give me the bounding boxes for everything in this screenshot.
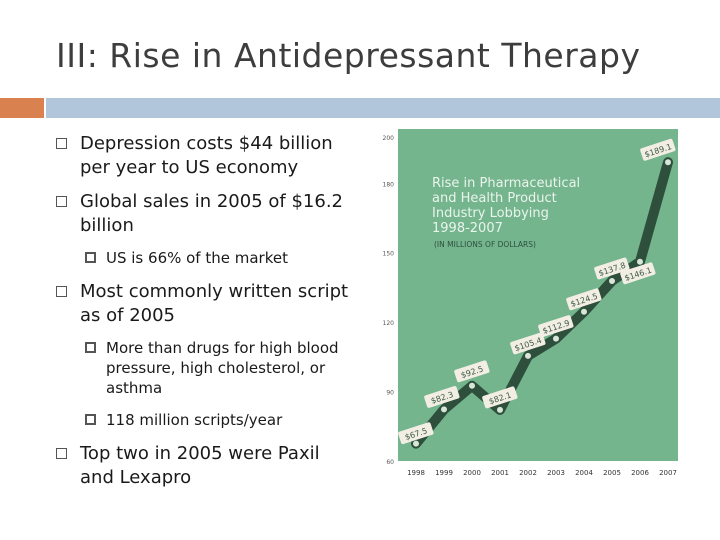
bullet-list: Depression costs $44 billion per year to…	[56, 132, 356, 500]
y-tick-label: 150	[383, 251, 395, 258]
x-tick-label: 1998	[407, 469, 425, 477]
bullet-box-icon	[56, 448, 67, 459]
data-label-tag	[482, 386, 518, 409]
sub-bullet-item: US is 66% of the market	[56, 248, 356, 268]
x-tick-label: 1999	[435, 469, 453, 477]
accent-bar-orange	[0, 98, 44, 118]
x-tick-label: 2006	[631, 469, 649, 477]
x-tick-label: 2007	[659, 469, 677, 477]
data-label-tag	[566, 288, 602, 311]
sub-bullet-box-icon	[85, 252, 96, 263]
bullet-text: Most commonly written script as of 2005	[80, 281, 349, 326]
data-label-tag	[538, 315, 574, 338]
chart-title-line-1: Rise in Pharmaceutical	[432, 176, 580, 191]
y-tick-label: 90	[386, 390, 394, 397]
data-point	[609, 277, 615, 284]
x-tick-label: 2005	[603, 469, 621, 477]
sub-bullet-text: More than drugs for high blood pressure,…	[106, 339, 339, 397]
data-point	[525, 352, 531, 359]
bullet-item: Top two in 2005 were Paxil and Lexapro	[56, 442, 356, 490]
data-point	[441, 406, 447, 413]
data-label-tag	[594, 257, 630, 280]
x-tick-label: 2000	[463, 469, 481, 477]
data-label-tag	[398, 422, 434, 445]
bullet-text: Global sales in 2005 of $16.2 billion	[80, 191, 343, 236]
y-tick-label: 180	[383, 181, 395, 188]
sub-bullet-text: US is 66% of the market	[106, 249, 288, 267]
accent-bar-blue	[46, 98, 720, 118]
chart-title-line-4: 1998-2007	[432, 221, 503, 236]
x-tick-label: 2001	[491, 469, 509, 477]
bullet-item: Global sales in 2005 of $16.2 billion	[56, 190, 356, 238]
chart-svg: 60 90 120 150 180 200 1998 1999 2000 2001 2002 200…	[383, 129, 678, 477]
lobbying-chart: 60 90 120 150 180 200 1998 1999 2000 2001 2002 200…	[376, 129, 686, 483]
y-tick-label: 60	[386, 459, 394, 466]
data-label-tag	[640, 138, 676, 161]
data-label-tag	[424, 386, 460, 408]
bullet-box-icon	[56, 138, 67, 149]
bullet-item: Depression costs $44 billion per year to…	[56, 132, 356, 180]
data-point	[665, 159, 671, 166]
sub-bullet-item: More than drugs for high blood pressure,…	[56, 338, 356, 398]
x-tick-label: 2002	[519, 469, 537, 477]
bullet-box-icon	[56, 286, 67, 297]
data-point	[581, 308, 587, 315]
bullet-text: Depression costs $44 billion per year to…	[80, 133, 333, 178]
chart-title-line-2: and Health Product	[432, 191, 557, 206]
sub-bullet-box-icon	[85, 342, 96, 353]
bullet-box-icon	[56, 196, 67, 207]
slide-title: III: Rise in Antidepressant Therapy	[56, 36, 641, 75]
bullet-text: Top two in 2005 were Paxil and Lexapro	[80, 443, 320, 488]
sub-bullet-box-icon	[85, 414, 96, 425]
data-point	[413, 440, 419, 447]
data-label-tag	[620, 262, 656, 285]
chart-title-line-3: Industry Lobbying	[432, 206, 549, 221]
data-point	[637, 258, 643, 265]
sub-bullet-text: 118 million scripts/year	[106, 411, 283, 429]
data-label-tag	[510, 332, 546, 355]
x-tick-label: 2003	[547, 469, 565, 477]
data-label-tag	[454, 360, 490, 383]
data-point	[469, 382, 475, 389]
data-point	[497, 406, 503, 413]
data-point	[553, 335, 559, 342]
y-tick-label: 200	[383, 135, 395, 142]
x-tick-label: 2004	[575, 469, 593, 477]
y-tick-label: 120	[383, 320, 395, 327]
bullet-item: Most commonly written script as of 2005	[56, 280, 356, 328]
sub-bullet-item: 118 million scripts/year	[56, 410, 356, 430]
chart-subtitle: (IN MILLIONS OF DOLLARS)	[434, 240, 536, 249]
